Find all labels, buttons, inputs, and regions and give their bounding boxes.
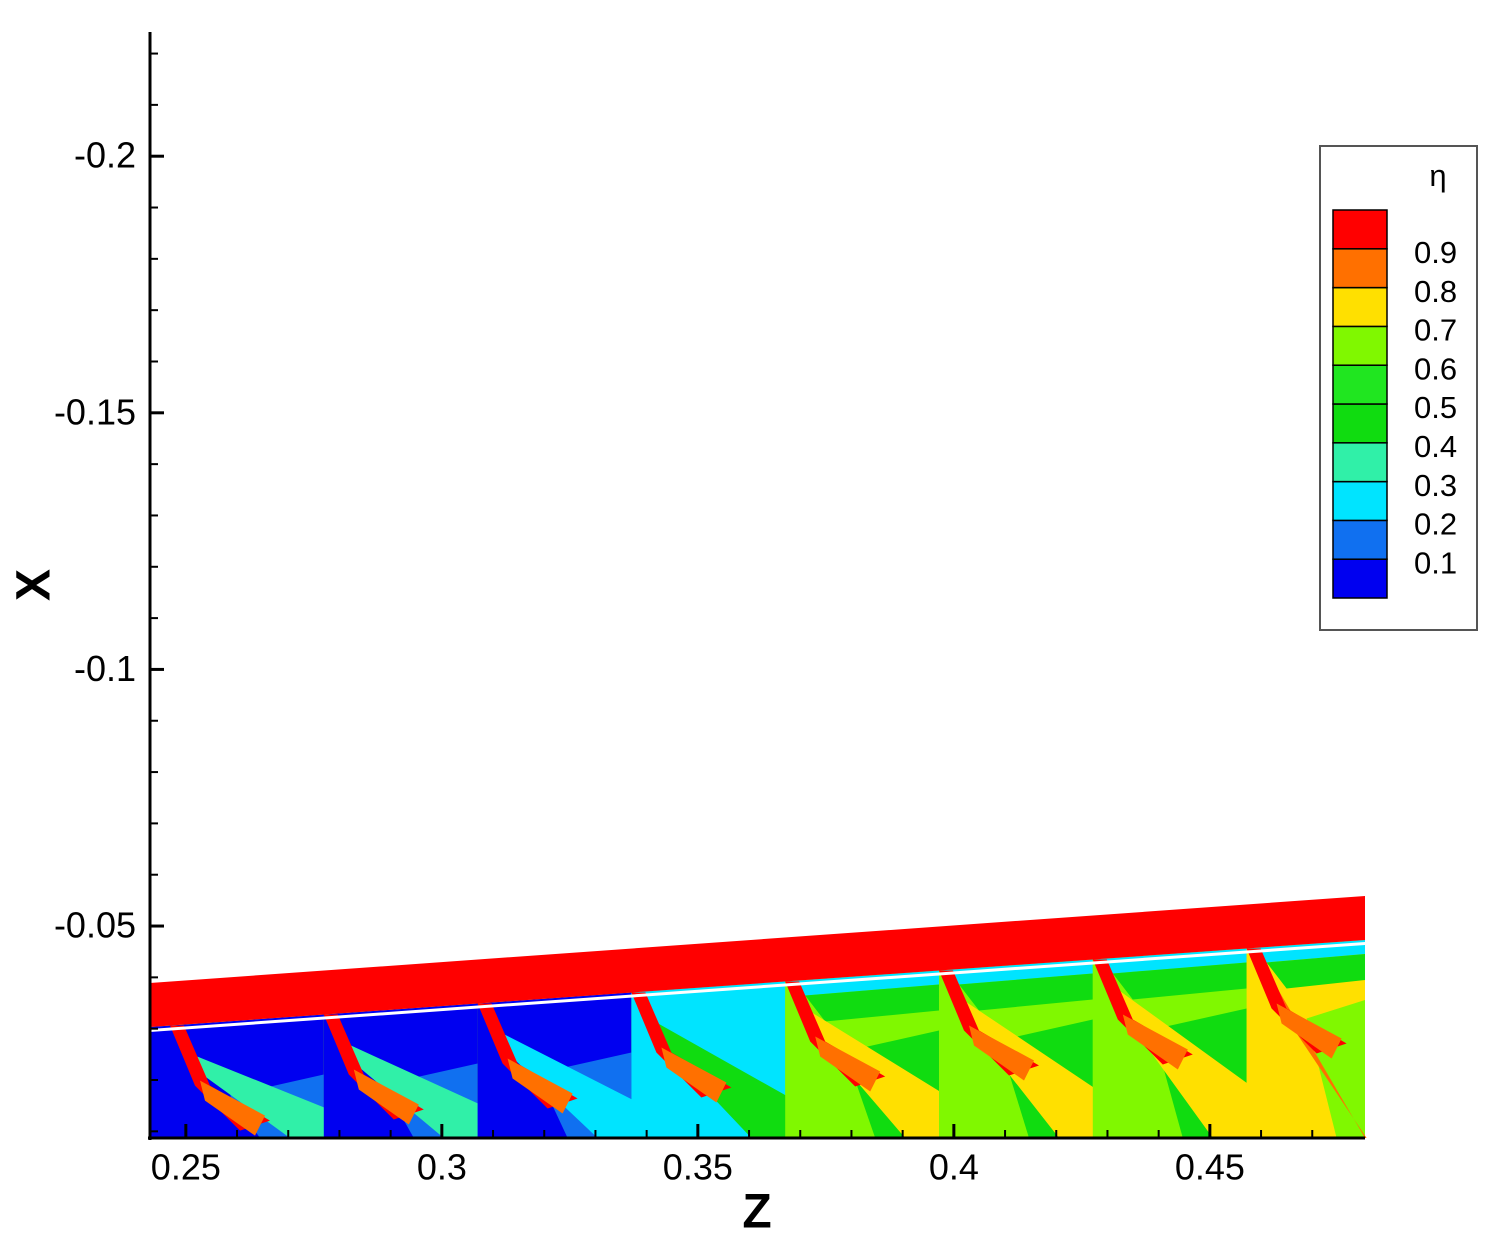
contour-region bbox=[661, 1047, 727, 1103]
contour-region bbox=[1097, 959, 1323, 1138]
legend-swatch bbox=[1332, 519, 1388, 560]
legend-label: 0.8 bbox=[1414, 274, 1457, 309]
legend-label: 0.1 bbox=[1414, 545, 1457, 580]
contour-region bbox=[805, 984, 939, 1022]
contour-region bbox=[477, 1003, 578, 1109]
legend-label: 0.5 bbox=[1414, 390, 1457, 425]
legend-label: 0.4 bbox=[1414, 429, 1457, 464]
contour-region bbox=[790, 981, 1016, 1138]
contour-region bbox=[1122, 1014, 1188, 1070]
y-tick-label: -0.2 bbox=[74, 135, 136, 176]
legend-swatch bbox=[1332, 364, 1388, 405]
x-tick-label: 0.25 bbox=[151, 1147, 221, 1188]
legend-swatch bbox=[1332, 558, 1388, 599]
legend-swatch bbox=[1332, 403, 1388, 444]
x-tick-label: 0.35 bbox=[663, 1147, 733, 1188]
contour-region bbox=[200, 1080, 265, 1136]
contour-region bbox=[636, 992, 862, 1138]
contour-region bbox=[939, 970, 1039, 1076]
contour-region bbox=[175, 1025, 400, 1138]
contour-region bbox=[1092, 959, 1193, 1065]
legend-swatch bbox=[1332, 325, 1388, 366]
y-tick-label: -0.15 bbox=[54, 391, 136, 432]
contour-region bbox=[1266, 954, 1365, 989]
x-tick-label: 0.4 bbox=[929, 1147, 979, 1188]
legend-label: 0.3 bbox=[1414, 468, 1457, 503]
contour-region bbox=[328, 1014, 554, 1138]
legend-label: 0.2 bbox=[1414, 507, 1457, 542]
legend-swatch bbox=[1332, 480, 1388, 522]
contour-region bbox=[815, 1036, 881, 1092]
legend-swatch bbox=[1332, 209, 1388, 250]
y-tick-label: -0.1 bbox=[74, 648, 136, 689]
contour-region bbox=[631, 992, 732, 1098]
y-axis-title: X bbox=[8, 569, 61, 601]
contour-region bbox=[1276, 1003, 1342, 1059]
contour-region bbox=[1246, 948, 1347, 1054]
legend-title: η bbox=[1429, 158, 1446, 193]
x-axis-title: Z bbox=[742, 1186, 771, 1239]
contour-region bbox=[507, 1058, 573, 1114]
x-tick-label: 0.45 bbox=[1175, 1147, 1245, 1188]
contour-field bbox=[150, 896, 1367, 1138]
contour-region bbox=[150, 1025, 170, 1138]
contour-region bbox=[170, 1025, 270, 1131]
legend-label: 0.6 bbox=[1414, 351, 1457, 386]
contour-region bbox=[150, 896, 1365, 1027]
contour-region bbox=[1112, 962, 1247, 1000]
legend-swatch bbox=[1332, 286, 1388, 328]
contour-region bbox=[959, 973, 1093, 1011]
contour-region bbox=[353, 1069, 419, 1125]
legend-swatch bbox=[1332, 248, 1388, 289]
contour-region bbox=[785, 981, 886, 1087]
legend-label: 0.9 bbox=[1414, 235, 1457, 270]
contour-region bbox=[323, 1014, 424, 1120]
x-tick-label: 0.3 bbox=[417, 1147, 467, 1188]
gap-line bbox=[150, 942, 1365, 1032]
contour-region bbox=[969, 1025, 1034, 1081]
legend-label: 0.7 bbox=[1414, 313, 1457, 348]
y-tick-label: -0.05 bbox=[54, 905, 136, 946]
contour-region bbox=[944, 970, 1169, 1138]
legend-swatch bbox=[1332, 442, 1388, 483]
